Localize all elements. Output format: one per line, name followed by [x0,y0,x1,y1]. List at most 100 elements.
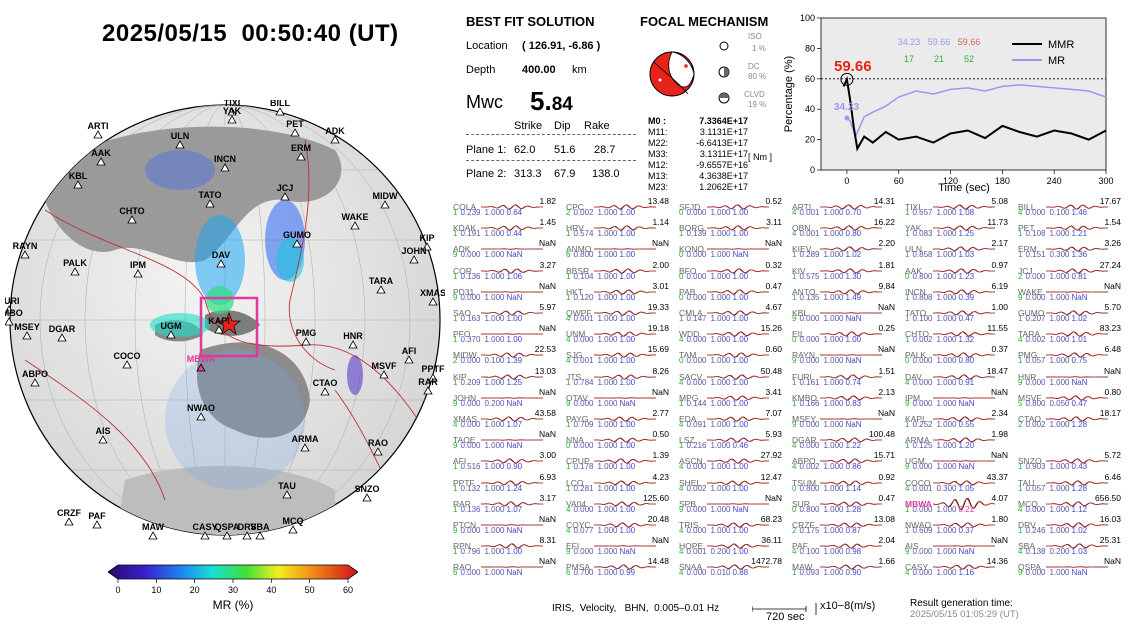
station-mr: 12.47 [760,471,782,482]
station-name: SACV [679,371,703,382]
station-cell: PAYG 2.77 1 0.709 1.000 1.00 [563,408,675,432]
station-cell: MSVF 0.80 5 0.800 0.050 0.47 [1015,387,1127,411]
stat-zone: 4 [679,568,684,578]
stat-b: 0.100 [1049,208,1070,217]
region-box [199,296,259,358]
stat-zone: 1 [792,377,797,387]
stat-a: 0.000 [573,335,594,345]
globe-map: TIXI YAK BILL ARTI PET ADK ULN AAK ERM INCN KBL JCJ… [0,98,446,540]
station-triangle-icon [348,340,358,349]
waveform-synthetic [707,289,769,295]
station-stats: 1 0.163 1.000 1.00 [453,314,522,323]
stat-b: 1.000 [936,356,957,366]
stat-zone: 1 [566,483,571,493]
station-triangle-icon [275,107,285,116]
station-name: MSEY [792,414,817,424]
waveform [1046,522,1108,528]
station-label: PALK [63,258,87,268]
station-stats: 9 0.000 1.000 NaN [905,547,975,556]
moment-key: M12: [648,160,669,170]
station-cell: DGAR 100.48 4 0.000 1.000 1.22 [789,429,901,453]
mw-value: 5.84 [530,86,573,117]
station-label: CASY [192,522,217,532]
waveform [820,501,882,507]
stat-zone: 1 [453,504,458,514]
station-name: PFO [453,329,471,340]
stat-zone: 1 [679,441,684,451]
stat-zone: 1 [453,483,458,493]
station-cell: TAOE NaN 9 0.000 1.000 NaN [450,429,562,453]
waveform-synthetic [1046,459,1108,464]
waveform-synthetic [481,524,543,526]
stat-a: 0.289 [799,250,820,260]
waveform [707,437,769,443]
station-cell: ERM 3.26 1 0.151 0.300 1.36 [1015,238,1127,262]
stat-b: 1.000 [936,314,957,323]
beachball-dilatation [668,51,695,88]
waveform [594,545,656,547]
moment-value: 4.3638E+17 [699,171,748,181]
waveform-synthetic [707,395,769,401]
station-cell: UGM NaN 9 0.000 1.000 NaN [902,450,1014,474]
stat-zone: 1 [566,292,571,302]
stat-zone: 9 [792,314,797,323]
waveform-synthetic [933,498,995,510]
station-cell: SFJD 0.52 0 0.000 1.000 1.00 [676,196,788,220]
waveform-synthetic [820,247,882,252]
stat-b: 1.000 [1049,568,1070,578]
station-name: TATO [905,308,927,318]
stat-b: 1.000 [597,271,618,281]
stat-zone: 0 [566,441,571,451]
station-triangle-icon [196,412,206,421]
station-name: CMLA [679,308,703,318]
stat-a: 0.239 [460,208,481,217]
stat-zone: 1 [453,314,458,323]
stat-a: 0.001 [799,229,820,239]
station-stats: 1 0.216 1.000 0.46 [679,441,748,450]
station-name: ARMA [905,435,930,446]
stat-zone: 1 [792,250,797,260]
station-triangle-icon [216,259,226,268]
station-stats: 1 0.144 1.000 1.00 [679,399,748,408]
stat-zone: 4 [792,441,797,451]
station-mr: 100.48 [869,429,895,440]
station-label: NWAO [187,403,215,413]
stat-b: 1.000 [597,314,618,323]
station-stats: 9 0.000 1.000 NaN [792,420,862,429]
waveform-synthetic [481,459,543,464]
legend-label: MR [1048,55,1065,67]
stat-c: 1.20 [958,441,975,451]
station-stats: 1 0.093 1.000 0.90 [792,568,861,577]
stat-a: 0.000 [460,356,481,366]
stat-a: 0.216 [686,441,707,451]
station-triangle-icon [330,135,340,144]
stat-b: 1.000 [710,504,731,514]
station-name: OTAV [566,392,588,403]
stat-b: 1.000 [484,271,505,281]
stat-c: 1.07 [506,504,523,514]
station-stats: 4 0.077 1.000 1.00 [566,526,635,535]
stat-a: 0.575 [799,271,820,281]
station-name: DGAR [792,435,817,446]
stat-c: 0.70 [845,208,862,217]
stat-zone: 2 [453,356,458,366]
station-stats: 1 0.796 1.000 1.00 [453,547,522,556]
station-mr: NaN [990,535,1008,546]
stat-c: NaN [845,314,862,323]
stat-c: 0.74 [845,377,862,387]
stat-c: 1.00 [732,335,749,345]
station-triangle-icon [196,363,206,372]
waveform-synthetic [1046,291,1108,293]
stat-b: 1.000 [484,568,505,578]
stat-c: 0.43 [1071,462,1088,472]
stat-zone: 1 [905,441,910,451]
stat-b: 1.000 [1049,462,1070,472]
waveform [820,312,882,314]
stat-c: 0.37 [958,526,975,535]
station-label: ARTI [88,121,109,131]
mmr-xtick-label: 300 [1098,176,1113,186]
stat-b: 1.000 [823,483,844,493]
waveform [481,291,543,293]
station-cell: JTS 8.26 1 0.784 1.000 1.00 [563,366,675,390]
stat-zone: 9 [679,504,684,514]
